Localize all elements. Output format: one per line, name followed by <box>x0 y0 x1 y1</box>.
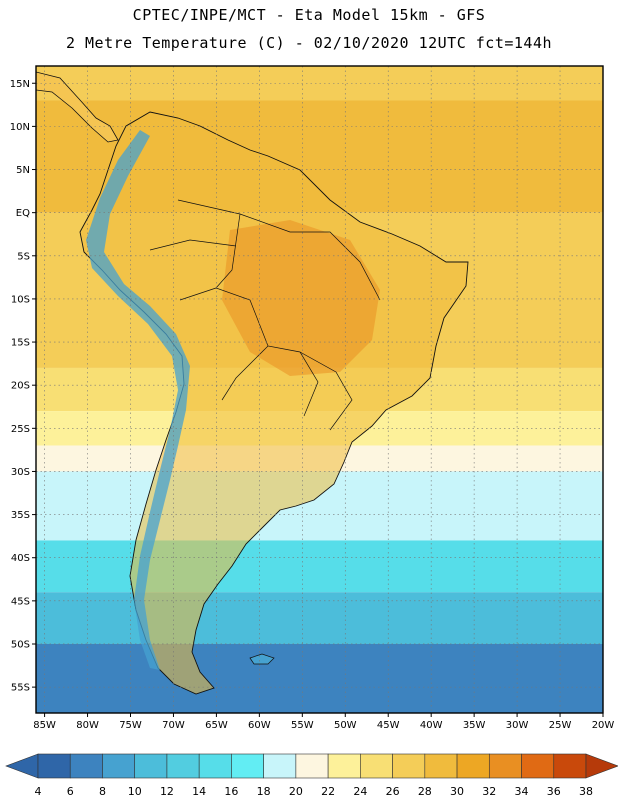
lat-tick-label: 40S <box>11 553 30 564</box>
lon-tick-label: 70W <box>162 720 185 731</box>
colorbar-segment <box>488 753 522 779</box>
lon-tick-label: 85W <box>33 720 56 731</box>
colorbar-segment <box>198 753 232 779</box>
lon-tick-label: 30W <box>506 720 529 731</box>
colorbar-label: 16 <box>224 785 238 798</box>
country-borders <box>149 199 381 431</box>
colorbar: 4 6 8 10 12 14 16 18 20 22 24 26 28 30 32 34 36 38 <box>5 753 618 798</box>
lon-tick-label: 55W <box>291 720 314 731</box>
colorbar-label: 8 <box>99 785 106 798</box>
colorbar-label: 32 <box>482 785 496 798</box>
lat-tick-label: 5S <box>17 251 30 262</box>
lon-tick-label: 60W <box>248 720 271 731</box>
colorbar-label: 20 <box>289 785 303 798</box>
temperature-band <box>36 592 603 644</box>
axis-ticks: 15N 10N 5N EQ 5S 10S 15S 20S 25S 30S 35S 40S 45S 50S 5… <box>10 79 615 731</box>
lon-tick-label: 80W <box>76 720 99 731</box>
lon-tick-label: 50W <box>334 720 357 731</box>
colorbar-label: 12 <box>160 785 174 798</box>
lon-tick-label: 40W <box>420 720 443 731</box>
colorbar-label: 26 <box>386 785 400 798</box>
colorbar-segment <box>424 753 458 779</box>
hot-core-region <box>222 220 380 376</box>
lon-tick-label: 45W <box>377 720 400 731</box>
colorbar-label: 4 <box>35 785 42 798</box>
colorbar-label: 34 <box>515 785 529 798</box>
lat-tick-label: 20S <box>11 381 30 392</box>
lon-tick-label: 25W <box>549 720 572 731</box>
colorbar-segment <box>134 753 168 779</box>
lat-lon-grid <box>36 66 604 713</box>
lat-tick-label: 15S <box>11 338 30 349</box>
temperature-band <box>36 643 603 713</box>
map-frame <box>35 65 604 714</box>
colorbar-left-arrow <box>5 753 39 779</box>
colorbar-segment <box>456 753 490 779</box>
colorbar-label: 14 <box>192 785 206 798</box>
colorbar-segment <box>360 753 393 779</box>
lat-tick-label: EQ <box>16 208 30 219</box>
lon-tick-label: 75W <box>119 720 142 731</box>
colorbar-segment <box>231 753 264 779</box>
lat-tick-label: 35S <box>11 510 30 521</box>
continent-outline <box>36 71 469 695</box>
central-america-land <box>36 71 119 143</box>
andes-cool-strip <box>86 130 190 670</box>
lat-tick-label: 10S <box>11 294 30 305</box>
colorbar-label: 30 <box>450 785 464 798</box>
lat-tick-label: 10N <box>10 122 30 133</box>
colorbar-label: 24 <box>353 785 367 798</box>
colorbar-segment <box>392 753 426 779</box>
colorbar-segment <box>37 753 71 779</box>
colorbar-label: 28 <box>418 785 432 798</box>
lat-tick-label: 50S <box>11 639 30 650</box>
lat-tick-label: 15N <box>10 79 30 90</box>
colorbar-segment <box>553 753 587 779</box>
lat-tick-label: 5N <box>16 165 30 176</box>
colorbar-segment <box>102 753 136 779</box>
chart-title-line-1: CPTEC/INPE/MCT - Eta Model 15km - GFS <box>132 6 486 24</box>
temperature-band <box>36 540 603 593</box>
colorbar-segment <box>327 753 361 779</box>
lon-tick-label: 65W <box>205 720 228 731</box>
falkland-islands <box>249 653 275 665</box>
lon-tick-label: 35W <box>463 720 486 731</box>
lat-tick-label: 30S <box>11 467 30 478</box>
chart-title-line-2: 2 Metre Temperature (C) - 02/10/2020 12U… <box>65 34 553 52</box>
colorbar-label: 38 <box>579 785 593 798</box>
colorbar-label: 10 <box>128 785 142 798</box>
lat-tick-label: 25S <box>11 424 30 435</box>
lat-tick-label: 45S <box>11 596 30 607</box>
colorbar-label: 6 <box>67 785 74 798</box>
colorbar-segment <box>521 753 555 779</box>
colorbar-segment <box>69 753 103 779</box>
colorbar-label: 22 <box>321 785 335 798</box>
colorbar-right-arrow <box>585 753 618 779</box>
colorbar-segment <box>166 753 200 779</box>
colorbar-segment <box>295 753 329 779</box>
colorbar-label: 36 <box>547 785 561 798</box>
colorbar-label: 18 <box>257 785 271 798</box>
lat-tick-label: 55S <box>11 683 30 694</box>
lon-tick-label: 20W <box>592 720 615 731</box>
colorbar-segment <box>263 753 297 779</box>
